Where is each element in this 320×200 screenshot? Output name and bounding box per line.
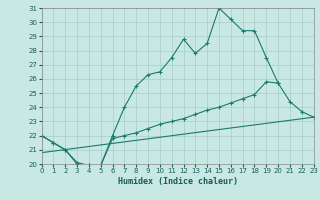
X-axis label: Humidex (Indice chaleur): Humidex (Indice chaleur) [118,177,237,186]
